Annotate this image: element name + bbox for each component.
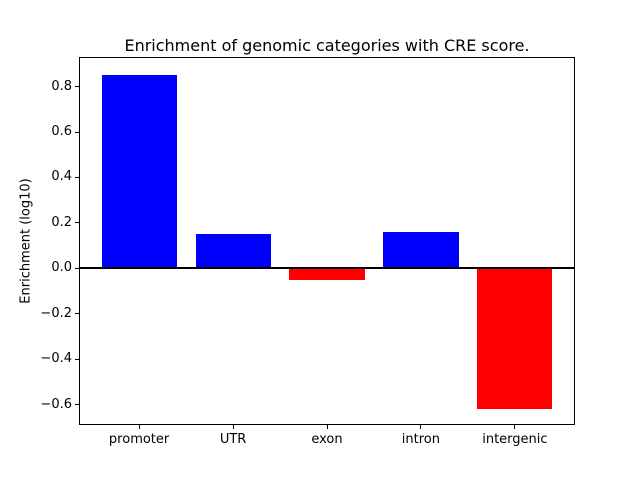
x-tick-mark bbox=[326, 425, 328, 429]
x-tick-label-exon: exon bbox=[311, 432, 343, 447]
x-tick-mark bbox=[138, 425, 140, 429]
y-tick-mark bbox=[75, 131, 79, 133]
x-tick-label-intron: intron bbox=[401, 432, 440, 447]
bar-UTR bbox=[195, 234, 271, 269]
y-tick-label: −0.4 bbox=[40, 351, 72, 367]
bar-promoter bbox=[101, 75, 177, 269]
y-tick-label: 0.4 bbox=[51, 169, 72, 185]
x-tick-mark bbox=[420, 425, 422, 429]
zero-line bbox=[79, 267, 575, 270]
y-tick-mark bbox=[75, 86, 79, 87]
y-tick-mark bbox=[75, 358, 79, 360]
y-tick-mark bbox=[75, 176, 79, 178]
y-tick-label: 0.2 bbox=[51, 214, 72, 230]
x-tick-label-promoter: promoter bbox=[108, 432, 170, 447]
y-tick-label: 0.6 bbox=[51, 124, 72, 139]
bar-exon bbox=[289, 268, 365, 280]
chart-title: Enrichment of genomic categories with CR… bbox=[124, 36, 530, 55]
y-tick-label: −0.2 bbox=[40, 305, 72, 321]
x-tick-mark bbox=[232, 425, 234, 429]
y-tick-mark bbox=[75, 222, 79, 224]
y-tick-label: 0.0 bbox=[51, 260, 72, 276]
y-tick-mark bbox=[75, 313, 79, 315]
y-tick-mark bbox=[75, 267, 79, 269]
x-tick-mark bbox=[514, 425, 516, 429]
y-tick-mark bbox=[75, 404, 79, 406]
y-tick-label: 0.8 bbox=[51, 78, 72, 94]
x-tick-label-UTR: UTR bbox=[219, 432, 247, 447]
bar-intron bbox=[383, 231, 459, 269]
x-tick-label-intergenic: intergenic bbox=[482, 432, 548, 447]
y-tick-label: −0.6 bbox=[40, 396, 72, 412]
bar-intergenic bbox=[477, 268, 553, 410]
y-axis-label: Enrichment (log10) bbox=[18, 178, 34, 304]
